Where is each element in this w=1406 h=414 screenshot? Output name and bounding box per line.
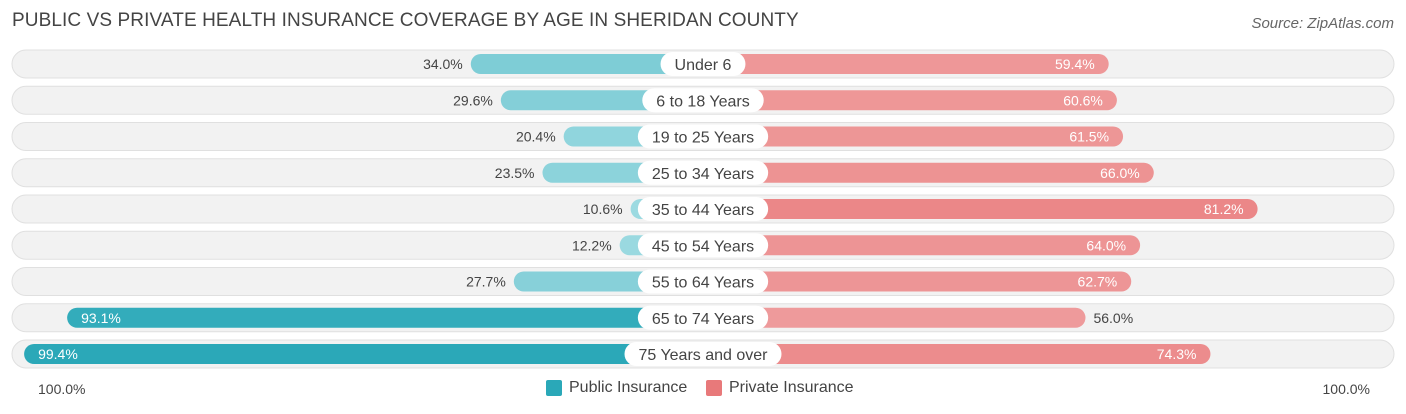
axis-left-label: 100.0% <box>38 381 86 397</box>
value-label-public: 99.4% <box>38 346 78 362</box>
value-label-private: 60.6% <box>1063 92 1103 108</box>
category-label: 6 to 18 Years <box>656 93 749 110</box>
category-label: 75 Years and over <box>639 347 769 364</box>
bar-private <box>703 307 1086 328</box>
bar-public <box>24 344 703 364</box>
category-label: 55 to 64 Years <box>652 275 754 292</box>
category-label: 35 to 44 Years <box>652 202 754 219</box>
value-label-public: 34.0% <box>423 56 463 72</box>
value-label-private: 81.2% <box>1204 201 1244 217</box>
category-label: Under 6 <box>675 57 732 74</box>
bar-private <box>703 54 1109 74</box>
category-pill <box>637 197 769 221</box>
bar-public <box>67 307 703 328</box>
value-label-private: 64.0% <box>1086 237 1126 253</box>
chart-area: 34.0% 59.4% Under 6 29.6% 60.6% 6 to 18 Years… <box>11 49 1395 369</box>
value-label-private: 61.5% <box>1069 129 1109 145</box>
value-label-public: 29.6% <box>453 92 493 108</box>
category-label: 45 to 54 Years <box>652 238 754 255</box>
category-label: 65 to 74 Years <box>652 311 754 328</box>
legend-label-public: Public Insurance <box>569 379 688 396</box>
value-label-public: 10.6% <box>583 201 623 217</box>
source-text: Source: ZipAtlas.com <box>1251 15 1394 32</box>
category-pill <box>637 305 769 330</box>
bar-public <box>470 54 703 74</box>
bar-private <box>703 126 1124 147</box>
bar-private <box>703 162 1154 183</box>
category-pill <box>637 233 769 258</box>
legend: Public Insurance Private Insurance <box>0 379 1406 401</box>
category-label: 19 to 25 Years <box>652 130 754 147</box>
legend-swatch-public <box>546 380 562 396</box>
bar-private <box>703 344 1211 364</box>
legend-item-public: Public Insurance <box>546 379 687 397</box>
value-label-private: 62.7% <box>1078 274 1118 290</box>
value-label-public: 27.7% <box>466 274 506 290</box>
category-pill <box>637 160 769 185</box>
bar-private <box>703 271 1132 292</box>
category-pill <box>637 269 769 294</box>
value-label-public: 12.2% <box>572 237 612 253</box>
category-pill <box>637 124 769 149</box>
bar-private <box>703 90 1117 111</box>
bar-private <box>703 235 1141 256</box>
value-label-private: 66.0% <box>1100 165 1140 181</box>
value-label-public: 20.4% <box>516 129 556 145</box>
category-pill <box>642 88 764 113</box>
category-pill <box>660 52 746 76</box>
legend-label-private: Private Insurance <box>729 379 854 396</box>
axis-right-label: 100.0% <box>1322 381 1370 397</box>
category-pill <box>624 342 782 366</box>
category-label: 25 to 34 Years <box>652 166 754 183</box>
value-label-public: 93.1% <box>81 310 121 326</box>
chart-title: PUBLIC VS PRIVATE HEALTH INSURANCE COVER… <box>12 10 799 31</box>
value-label-private: 59.4% <box>1055 56 1095 72</box>
bar-private <box>703 199 1258 219</box>
legend-item-private: Private Insurance <box>706 379 854 397</box>
value-label-private: 56.0% <box>1093 310 1133 326</box>
legend-swatch-private <box>706 380 722 396</box>
value-label-public: 23.5% <box>495 165 535 181</box>
value-label-private: 74.3% <box>1157 346 1197 362</box>
